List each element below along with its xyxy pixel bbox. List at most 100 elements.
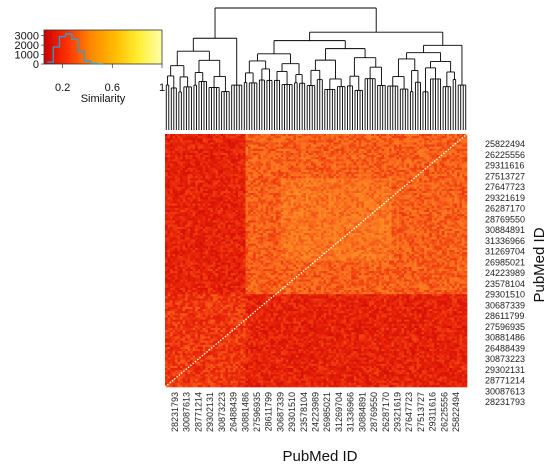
heatmap-cell	[278, 207, 282, 211]
heatmap-cell	[265, 165, 269, 169]
heatmap-cell	[416, 159, 420, 162]
heatmap-cell	[451, 134, 455, 137]
heatmap-cell	[434, 150, 438, 154]
heatmap-cell	[280, 186, 284, 190]
heatmap-cell	[434, 190, 438, 194]
heatmap-cell	[416, 142, 420, 145]
heatmap-cell	[192, 193, 196, 196]
heatmap-cell	[220, 148, 224, 152]
heatmap-cell	[290, 207, 294, 211]
heatmap-cell	[461, 201, 465, 204]
heatmap-cell	[464, 209, 468, 213]
heatmap-cell	[406, 150, 410, 154]
heatmap-cell	[200, 184, 204, 188]
heatmap-cell	[353, 169, 357, 173]
heatmap-cell	[321, 199, 324, 202]
heatmap-cell	[273, 163, 277, 166]
heatmap-cell	[404, 197, 407, 200]
heatmap-cell	[283, 163, 287, 166]
heatmap-cell	[248, 155, 251, 158]
heatmap-cell	[394, 186, 397, 190]
heatmap-cell	[358, 180, 362, 183]
heatmap-cell	[305, 205, 309, 209]
heatmap-cell	[182, 171, 186, 175]
heatmap-cell	[270, 199, 274, 202]
heatmap-cell	[353, 195, 357, 198]
heatmap-cell	[285, 140, 289, 143]
heatmap-cell	[195, 212, 199, 215]
heatmap-cell	[235, 212, 239, 215]
heatmap-cell	[404, 207, 407, 211]
heatmap-cell	[205, 161, 209, 164]
heatmap-cell	[205, 159, 209, 162]
heatmap-cell	[235, 199, 239, 202]
heatmap-cell	[232, 169, 236, 173]
heatmap-cell	[368, 171, 372, 175]
heatmap-cell	[323, 148, 327, 152]
heatmap-cell	[348, 138, 352, 141]
heatmap-cell	[431, 165, 435, 169]
heatmap-cell	[295, 201, 299, 204]
heatmap-cell	[202, 188, 206, 192]
heatmap-cell	[263, 150, 266, 154]
heatmap-cell	[431, 134, 435, 137]
heatmap-cell	[197, 155, 201, 158]
heatmap-cell	[280, 209, 284, 213]
heatmap-cell	[232, 197, 236, 200]
heatmap-cell	[200, 157, 204, 160]
heatmap-cell	[220, 150, 224, 154]
heatmap-cell	[265, 138, 269, 141]
heatmap-cell	[293, 163, 297, 166]
heatmap-cell	[280, 150, 284, 154]
heatmap-cell	[328, 159, 332, 162]
heatmap-cell	[386, 165, 390, 169]
heatmap-cell	[341, 171, 344, 175]
heatmap-cell	[263, 182, 266, 185]
heatmap-cell	[321, 188, 324, 192]
heatmap-cell	[207, 167, 211, 171]
heatmap-cell	[187, 182, 191, 185]
heatmap-cell	[416, 176, 420, 179]
heatmap-cell	[326, 205, 329, 209]
heatmap-cell	[232, 142, 236, 145]
heatmap-cell	[210, 159, 214, 162]
heatmap-cell	[248, 165, 251, 169]
heatmap-cell	[323, 180, 327, 183]
heatmap-cell	[308, 159, 312, 162]
heatmap-cell	[388, 193, 392, 196]
heatmap-cell	[336, 165, 339, 169]
heatmap-cell	[210, 186, 214, 190]
heatmap-cell	[321, 176, 324, 179]
heatmap-cell	[461, 140, 465, 143]
heatmap-cell	[316, 182, 319, 185]
heatmap-cell	[212, 193, 216, 196]
heatmap-cell	[308, 184, 312, 188]
heatmap-cell	[237, 197, 241, 200]
heatmap-cell	[268, 209, 271, 213]
heatmap-cell	[230, 148, 234, 152]
heatmap-cell	[424, 182, 428, 185]
heatmap-cell	[358, 195, 362, 198]
heatmap-cell	[358, 201, 362, 204]
heatmap-cell	[270, 144, 274, 147]
heatmap-cell	[187, 197, 191, 200]
heatmap-cell	[215, 134, 219, 137]
heatmap-cell	[190, 212, 193, 215]
heatmap-cell	[225, 144, 229, 147]
heatmap-cell	[278, 197, 282, 200]
heatmap-cell	[391, 150, 395, 154]
heatmap-cell	[439, 178, 443, 181]
heatmap-cell	[313, 205, 317, 209]
heatmap-cell	[280, 203, 284, 206]
heatmap-cell	[165, 216, 168, 219]
heatmap-cell	[331, 176, 334, 179]
heatmap-cell	[343, 190, 347, 194]
heatmap-cell	[285, 146, 289, 150]
heatmap-cell	[275, 180, 279, 183]
heatmap-cell	[195, 163, 199, 166]
heatmap-cell	[436, 142, 440, 145]
heatmap-cell	[356, 214, 360, 217]
heatmap-cell	[205, 193, 209, 196]
heatmap-cell	[245, 193, 249, 196]
